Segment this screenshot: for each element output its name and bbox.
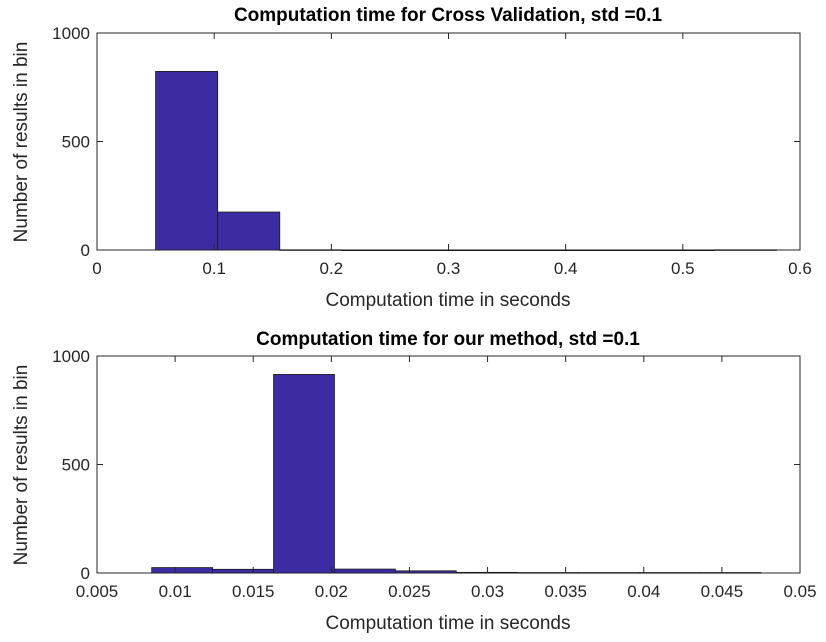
our-method-bar [273, 374, 335, 574]
our-method-x-tick-label: 0.02 [315, 582, 348, 601]
cross-validation-x-tick-label: 0.4 [554, 259, 578, 278]
our-method-bar [394, 570, 457, 574]
cross-validation-x-axis-label: Computation time in seconds [325, 290, 570, 311]
our-method-bar [455, 571, 518, 574]
cross-validation-y-tick-label: 1000 [52, 24, 90, 43]
cross-validation-x-tick-label: 0.5 [671, 259, 695, 278]
cross-validation-ticks: 0 0.1 0.2 0.3 0.4 0.5 0.6 0 500 1000 [52, 24, 812, 278]
cross-validation-bar [589, 249, 653, 252]
our-method-x-tick-label: 0.005 [76, 582, 119, 601]
cross-validation-bar [279, 249, 343, 251]
our-method-bars [151, 374, 762, 574]
our-method-x-tick-label: 0.05 [783, 582, 816, 601]
our-method-x-tick-label: 0.03 [471, 582, 504, 601]
our-method-title: Computation time for our method, std =0.… [256, 329, 640, 350]
our-method-y-axis-label: Number of results in bin [11, 365, 32, 566]
cross-validation-bar [217, 211, 281, 251]
our-method-bar [638, 572, 701, 574]
cross-validation-bar [155, 71, 219, 251]
cross-validation-x-tick-label: 0.2 [320, 259, 344, 278]
our-method-bar [212, 568, 274, 574]
our-method-y-tick-label: 1000 [52, 347, 90, 366]
our-method-bar [516, 572, 579, 574]
our-method-ticks: 0.005 0.01 0.015 0.02 0.025 0.03 0.035 0.04 0.04… [52, 347, 816, 601]
cross-validation-bar [714, 249, 777, 251]
cross-validation-bar [465, 249, 529, 252]
cross-validation-x-tick-label: 0.3 [437, 259, 461, 278]
cross-validation-bar [651, 249, 715, 252]
cross-validation-bar [403, 249, 467, 252]
cross-validation-bar [341, 249, 405, 252]
cross-validation-x-tick-label: 0.6 [788, 259, 812, 278]
cross-validation-x-tick-label: 0 [92, 259, 101, 278]
our-method-panel: Computation time for our method, std =0.… [11, 329, 817, 634]
our-method-x-tick-label: 0.01 [159, 582, 192, 601]
our-method-bar [699, 572, 762, 574]
cross-validation-y-tick-label: 500 [62, 133, 90, 152]
our-method-x-tick-label: 0.04 [627, 582, 660, 601]
our-method-bar [334, 568, 396, 574]
cross-validation-y-tick-label: 0 [81, 241, 90, 260]
cross-validation-bar [527, 249, 591, 252]
our-method-x-axis-label: Computation time in seconds [325, 613, 570, 634]
cross-validation-x-tick-label: 0.1 [202, 259, 226, 278]
cross-validation-panel: Computation time for Cross Validation, s… [11, 5, 812, 311]
our-method-x-tick-label: 0.035 [544, 582, 587, 601]
cross-validation-y-axis-label: Number of results in bin [11, 42, 32, 243]
cross-validation-title: Computation time for Cross Validation, s… [234, 5, 663, 26]
our-method-bar [151, 567, 214, 574]
cross-validation-bars [155, 71, 777, 252]
our-method-y-tick-label: 0 [81, 564, 90, 583]
our-method-plot-area [96, 355, 801, 574]
our-method-x-tick-label: 0.045 [701, 582, 744, 601]
our-method-y-tick-label: 500 [62, 456, 90, 475]
our-method-x-tick-label: 0.025 [388, 582, 431, 601]
our-method-bar [577, 572, 640, 574]
our-method-x-tick-label: 0.015 [232, 582, 275, 601]
